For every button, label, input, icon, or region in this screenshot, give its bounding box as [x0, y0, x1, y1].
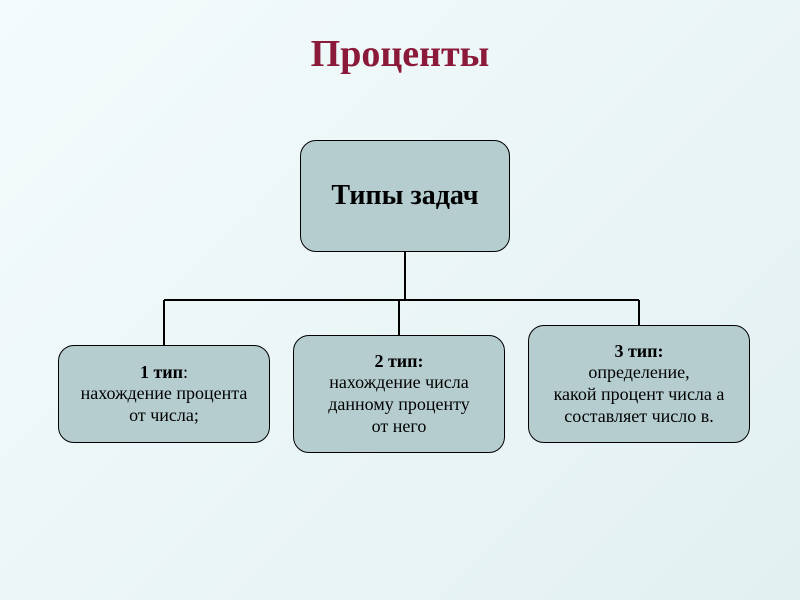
- child-3-line-2: какой процент числа а: [554, 384, 725, 406]
- child-node-1: 1 тип: нахождение процента от числа;: [58, 345, 270, 443]
- child-1-line-2: от числа;: [129, 405, 199, 427]
- root-node-label: Типы задач: [331, 179, 478, 213]
- child-node-2: 2 тип: нахождение числа данному проценту…: [293, 335, 505, 453]
- child-2-type-label: 2 тип:: [374, 351, 423, 371]
- child-1-type-suffix: :: [183, 362, 188, 382]
- child-1-line-1: нахождение процента: [81, 383, 248, 405]
- page-title: Проценты: [0, 32, 800, 76]
- child-3-line-3: составляет число в.: [564, 406, 714, 428]
- child-3-type-label: 3 тип:: [614, 341, 663, 361]
- child-3-line-1: определение,: [588, 362, 689, 384]
- child-2-line-1: нахождение числа: [329, 372, 468, 394]
- child-2-line-3: от него: [372, 416, 427, 438]
- root-node: Типы задач: [300, 140, 510, 252]
- child-node-1-header: 1 тип:: [140, 362, 188, 384]
- child-1-type-label: 1 тип: [140, 362, 183, 382]
- child-node-3: 3 тип: определение, какой процент числа …: [528, 325, 750, 443]
- connector-lines: [0, 0, 800, 600]
- child-2-line-2: данному проценту: [328, 394, 469, 416]
- child-node-3-header: 3 тип:: [614, 341, 663, 363]
- child-node-2-header: 2 тип:: [374, 351, 423, 373]
